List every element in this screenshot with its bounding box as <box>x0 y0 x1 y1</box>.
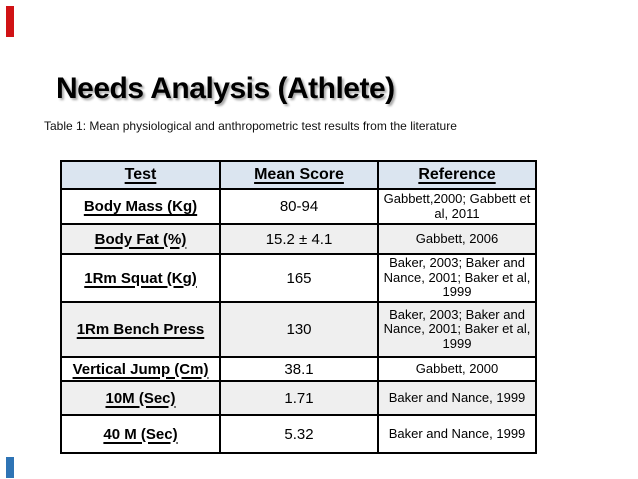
top-left-accent-bar <box>6 6 14 37</box>
header-test: Test <box>60 160 221 190</box>
table-row: 40 M (Sec) 5.32 Baker and Nance, 1999 <box>60 414 537 454</box>
table-row: 1Rm Squat (Kg) 165 Baker, 2003; Baker an… <box>60 253 537 303</box>
header-reference: Reference <box>377 160 537 190</box>
reference-cell: Baker and Nance, 1999 <box>377 380 537 416</box>
table-caption: Table 1: Mean physiological and anthropo… <box>44 119 457 133</box>
mean-score-cell: 130 <box>219 301 379 358</box>
mean-score-cell: 5.32 <box>219 414 379 454</box>
test-cell: 40 M (Sec) <box>60 414 221 454</box>
table-row: Body Mass (Kg) 80-94 Gabbett,2000; Gabbe… <box>60 188 537 225</box>
test-cell: 10M (Sec) <box>60 380 221 416</box>
reference-cell: Gabbett, 2000 <box>377 356 537 382</box>
mean-score-cell: 15.2 ± 4.1 <box>219 223 379 255</box>
mean-score-cell: 80-94 <box>219 188 379 225</box>
test-cell: Body Fat (%) <box>60 223 221 255</box>
test-cell: Body Mass (Kg) <box>60 188 221 225</box>
mean-score-cell: 1.71 <box>219 380 379 416</box>
reference-cell: Gabbett,2000; Gabbett et al, 2011 <box>377 188 537 225</box>
slide-title: Needs Analysis (Athlete) <box>56 72 395 106</box>
table-row: 10M (Sec) 1.71 Baker and Nance, 1999 <box>60 380 537 416</box>
reference-cell: Gabbett, 2006 <box>377 223 537 255</box>
mean-score-cell: 38.1 <box>219 356 379 382</box>
table-row: Vertical Jump (Cm) 38.1 Gabbett, 2000 <box>60 356 537 382</box>
reference-cell: Baker, 2003; Baker and Nance, 2001; Bake… <box>377 301 537 358</box>
table-row: Body Fat (%) 15.2 ± 4.1 Gabbett, 2006 <box>60 223 537 255</box>
reference-cell: Baker and Nance, 1999 <box>377 414 537 454</box>
table-header-row: Test Mean Score Reference <box>60 160 537 190</box>
mean-score-cell: 165 <box>219 253 379 303</box>
header-mean-score: Mean Score <box>219 160 379 190</box>
test-cell: Vertical Jump (Cm) <box>60 356 221 382</box>
test-cell: 1Rm Squat (Kg) <box>60 253 221 303</box>
results-table: Test Mean Score Reference Body Mass (Kg)… <box>60 160 537 454</box>
table-row: 1Rm Bench Press 130 Baker, 2003; Baker a… <box>60 301 537 358</box>
reference-cell: Baker, 2003; Baker and Nance, 2001; Bake… <box>377 253 537 303</box>
bottom-left-accent-bar <box>6 457 14 478</box>
test-cell: 1Rm Bench Press <box>60 301 221 358</box>
